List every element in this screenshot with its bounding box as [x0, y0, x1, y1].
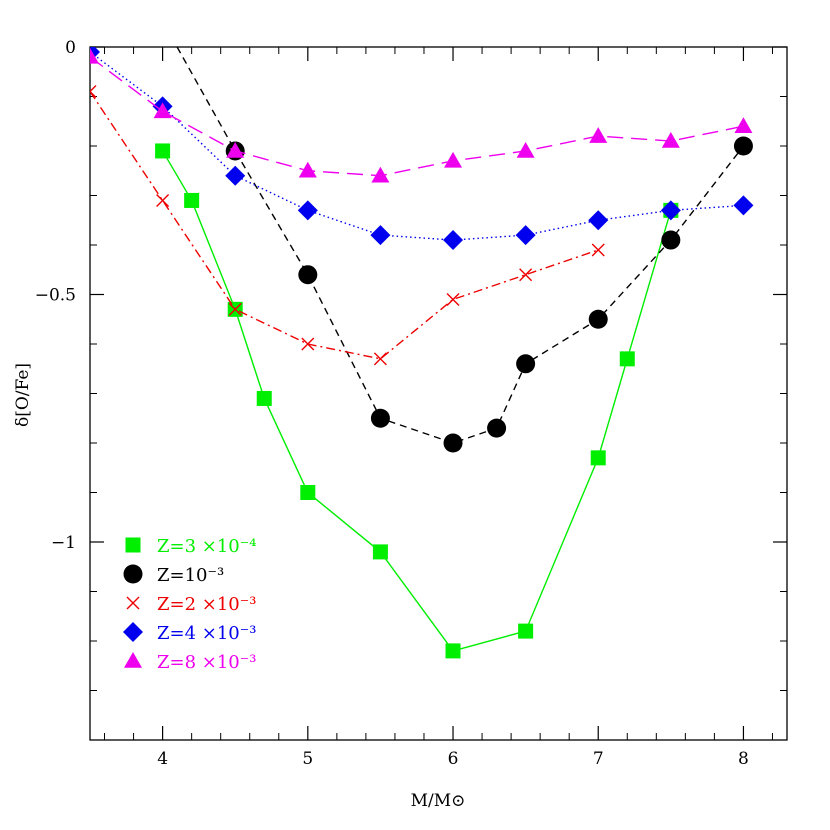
legend-item: Z=4 ×10⁻³ [123, 622, 256, 644]
series-line [90, 51, 744, 241]
legend-item: Z=2 ×10⁻³ [126, 594, 256, 615]
x-tick-label: 7 [593, 749, 604, 769]
data-point [444, 151, 463, 168]
series-5 [90, 47, 753, 183]
data-point [733, 195, 754, 216]
data-point [660, 200, 681, 221]
legend-item: Z=10⁻³ [123, 564, 224, 586]
data-point [370, 225, 391, 246]
series-3 [90, 85, 605, 366]
data-point [590, 450, 606, 466]
x-tick-label: 8 [738, 749, 749, 769]
data-point [515, 225, 536, 246]
series-group [90, 47, 754, 659]
data-point [443, 433, 463, 453]
data-point [519, 268, 533, 282]
data-point [184, 192, 200, 208]
legend-marker [125, 537, 141, 553]
data-point [371, 166, 390, 183]
data-point [153, 102, 172, 119]
x-axis-title: M/M⊙ [411, 791, 466, 811]
axes: 4 5 6 7 8 0 −0.5 −1 [35, 38, 787, 769]
data-point [734, 117, 753, 133]
legend-marker [126, 596, 140, 610]
data-point [155, 143, 171, 159]
legend-item: Z=8 ×10⁻³ [124, 652, 256, 673]
data-point [228, 302, 242, 316]
data-point [443, 230, 464, 251]
legend-label: Z=8 ×10⁻³ [157, 652, 256, 673]
data-point [516, 354, 536, 374]
series-line [90, 56, 744, 177]
legend: Z=3 ×10⁻⁴ Z=10⁻³ Z=2 ×10⁻³ Z=4 ×10⁻³ Z=8 ×10… [123, 536, 256, 673]
data-point [298, 161, 317, 178]
data-point [373, 352, 387, 366]
legend-marker [123, 564, 143, 584]
data-point [661, 230, 681, 250]
data-point [733, 136, 753, 156]
data-point [372, 544, 388, 560]
y-axis-title: δ[O/Fe] [13, 363, 33, 427]
x-tick-label: 5 [302, 749, 313, 769]
series-line [90, 91, 599, 360]
data-point [487, 418, 507, 438]
data-point [297, 200, 318, 221]
y-tick-label: −0.5 [35, 286, 76, 306]
data-point [591, 243, 605, 257]
series-4 [90, 47, 754, 251]
data-point [370, 408, 390, 428]
series-line [176, 47, 744, 444]
data-point [445, 643, 461, 659]
x-tick-label: 6 [448, 749, 459, 769]
legend-label: Z=10⁻³ [157, 565, 224, 586]
legend-label: Z=2 ×10⁻³ [157, 594, 256, 615]
data-point [619, 351, 635, 367]
data-point [225, 165, 246, 186]
data-point [298, 265, 318, 285]
data-point [300, 485, 316, 500]
data-point [90, 85, 97, 99]
data-point [588, 309, 608, 329]
legend-marker [123, 622, 143, 642]
x-tick-label: 4 [157, 749, 168, 769]
y-tick-label: −1 [51, 533, 76, 553]
data-point [446, 292, 460, 306]
data-point [518, 623, 534, 639]
data-point [516, 141, 535, 158]
y-tick-label: 0 [65, 38, 76, 58]
data-point [226, 141, 245, 158]
legend-label: Z=4 ×10⁻³ [157, 623, 256, 644]
legend-label: Z=3 ×10⁻⁴ [157, 536, 256, 557]
legend-item: Z=3 ×10⁻⁴ [125, 536, 256, 557]
data-point [588, 210, 609, 231]
data-point [661, 132, 680, 148]
data-point [256, 390, 272, 406]
data-point [301, 337, 315, 351]
data-point [589, 127, 608, 143]
legend-marker [124, 652, 142, 668]
data-point [156, 193, 170, 207]
data-point [90, 47, 99, 64]
